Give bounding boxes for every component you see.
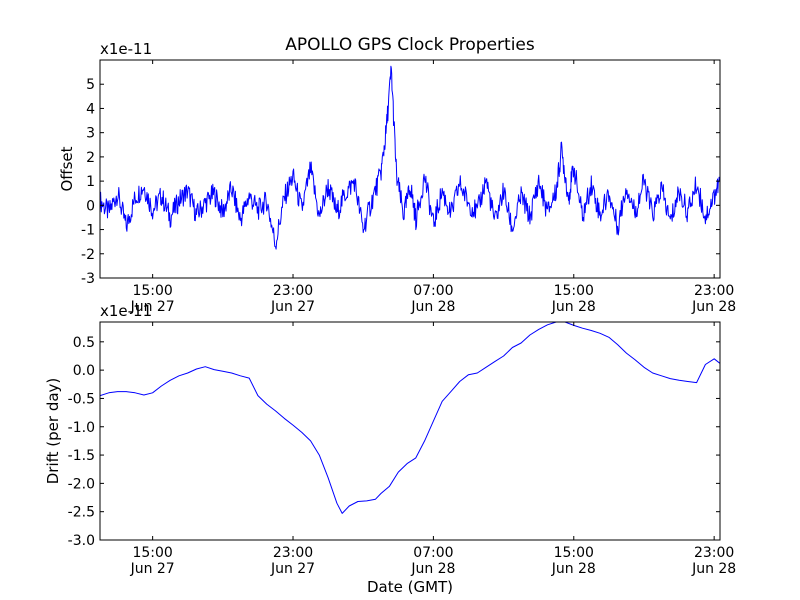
x-tick-label-date: Jun 27 — [130, 561, 175, 577]
x-tick-label-date: Jun 28 — [551, 561, 596, 577]
y-tick-label: 0 — [86, 198, 95, 214]
x-tick-label-date: Jun 28 — [410, 299, 455, 315]
y-axis-label: Drift (per day) — [44, 378, 62, 485]
series-line-2-1 — [100, 322, 720, 514]
y-tick-label: 5 — [86, 77, 95, 93]
y-tick-label: -0.5 — [68, 391, 95, 407]
x-tick-label-time: 07:00 — [413, 283, 453, 299]
x-tick-label-time: 23:00 — [273, 283, 313, 299]
y-tick-label: 0.5 — [73, 335, 95, 351]
x-tick-label-date: Jun 28 — [551, 299, 596, 315]
x-tick-label-time: 23:00 — [694, 545, 734, 561]
x-tick-label-date: Jun 27 — [270, 299, 315, 315]
y-multiplier-label: x1e-11 — [100, 40, 152, 58]
y-axis-label: Offset — [58, 146, 76, 191]
x-tick-label-time: 15:00 — [132, 545, 172, 561]
y-tick-label: -2 — [81, 247, 95, 263]
y-tick-label: 3 — [86, 126, 95, 142]
plot-frame — [99, 59, 721, 279]
y-tick-label: 2 — [86, 150, 95, 166]
y-tick-label: 4 — [86, 101, 95, 117]
y-tick-label: -1 — [81, 223, 95, 239]
y-tick-label: -2.5 — [68, 505, 95, 521]
x-tick-label-time: 23:00 — [273, 545, 313, 561]
x-tick-label-date: Jun 27 — [270, 561, 315, 577]
plot-frame — [99, 321, 721, 541]
y-tick-label: 1 — [86, 174, 95, 190]
y-tick-label: -3 — [81, 271, 95, 287]
x-tick-label-date: Jun 27 — [130, 299, 175, 315]
y-tick-label: -3.0 — [68, 533, 95, 549]
y-tick-label: -1.0 — [68, 420, 95, 436]
y-tick-label: -1.5 — [68, 448, 95, 464]
x-tick-label-time: 23:00 — [694, 283, 734, 299]
x-tick-label-time: 15:00 — [554, 283, 594, 299]
y-tick-label: -2.0 — [68, 476, 95, 492]
x-tick-label-date: Jun 28 — [691, 299, 736, 315]
series-line-1-1 — [100, 65, 720, 250]
y-tick-label: 0.0 — [73, 363, 95, 379]
x-tick-label-time: 15:00 — [132, 283, 172, 299]
x-tick-label-date: Jun 28 — [410, 561, 455, 577]
x-tick-label-time: 15:00 — [554, 545, 594, 561]
x-tick-label-time: 07:00 — [413, 545, 453, 561]
chart-title: APOLLO GPS Clock Properties — [285, 35, 535, 55]
x-axis-label: Date (GMT) — [367, 578, 453, 596]
y-multiplier-label: x1e-11 — [100, 302, 152, 320]
x-tick-label-date: Jun 28 — [691, 561, 736, 577]
